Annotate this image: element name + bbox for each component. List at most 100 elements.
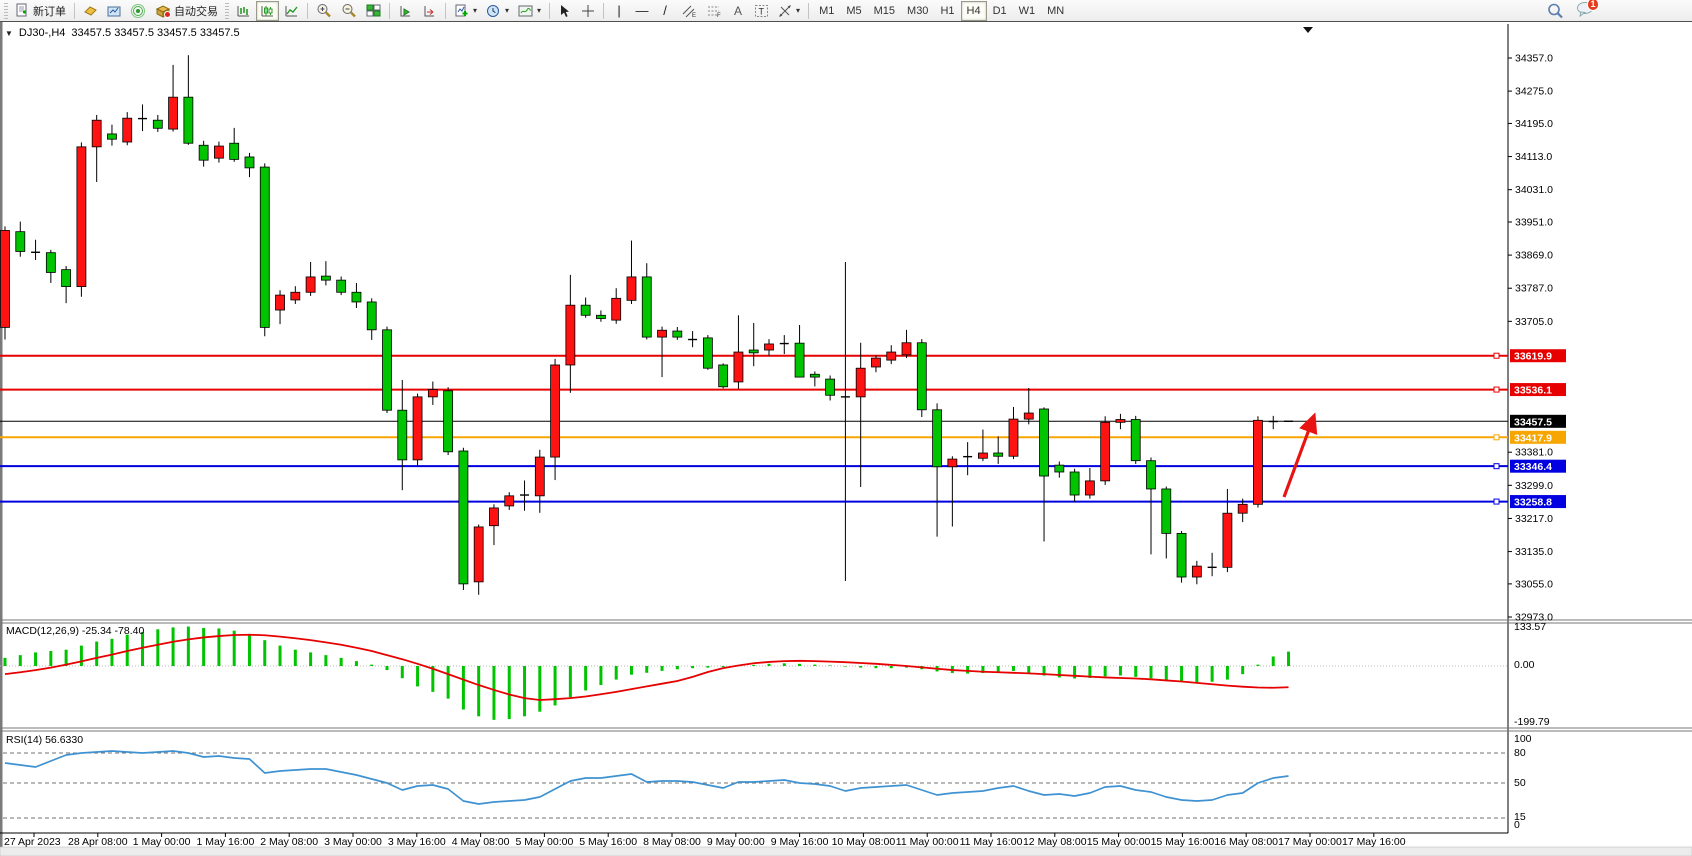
horizontal-line-tool-button[interactable]: —	[631, 1, 653, 21]
collapse-triangle-icon[interactable]: ▼	[5, 28, 13, 38]
candle	[458, 447, 469, 590]
candle	[1176, 530, 1187, 583]
candle	[31, 239, 41, 260]
timeframe-M15[interactable]: M15	[868, 1, 901, 21]
navigator-button[interactable]	[103, 1, 126, 21]
timeframe-W1[interactable]: W1	[1013, 1, 1042, 21]
timeframe-M30[interactable]: M30	[901, 1, 934, 21]
time-tick-label: 12 May 08:00	[1023, 836, 1087, 848]
candle	[91, 114, 102, 182]
vertical-line-tool-button[interactable]: |	[608, 1, 630, 21]
channel-tool-button[interactable]: E	[677, 1, 701, 21]
candle	[901, 329, 912, 359]
chart-canvas[interactable]: MACD(12,26,9) -25.34 -78.40 133.57 0.00 -19…	[0, 22, 1692, 856]
candle	[993, 436, 1004, 464]
line-handle[interactable]	[1493, 352, 1500, 359]
auto-scroll-button[interactable]	[394, 1, 417, 21]
zoom-out-button[interactable]	[337, 1, 361, 21]
candle	[520, 480, 530, 511]
rsi-axis-label: 100	[1514, 733, 1532, 745]
new-order-button[interactable]: 新订单	[11, 1, 70, 21]
chart-window-icon	[107, 4, 122, 18]
candlestick-chart-icon	[260, 4, 275, 18]
candlestick-chart-button[interactable]	[256, 0, 279, 21]
rsi-axis-label: 80	[1514, 747, 1526, 759]
bar-chart-button[interactable]	[232, 1, 255, 21]
candle	[305, 261, 316, 296]
auto-trading-icon	[155, 4, 171, 18]
price-tick-label: 32973.0	[1515, 612, 1553, 624]
text-tool-button[interactable]: A	[727, 1, 749, 21]
line-handle[interactable]	[1493, 386, 1500, 393]
toolbar-grip	[4, 2, 8, 19]
line-handle[interactable]	[1493, 463, 1500, 470]
candle	[0, 226, 10, 340]
candle	[351, 282, 362, 309]
annotations-layer[interactable]	[1282, 412, 1318, 498]
arrows-tool-button[interactable]: ▾	[774, 1, 804, 21]
vertical-line-icon: |	[617, 3, 621, 18]
price-badge-33457.5	[1510, 414, 1566, 428]
cursor-tool-button[interactable]	[554, 1, 576, 21]
candle	[580, 297, 591, 318]
candle	[963, 442, 973, 476]
bar-chart-icon	[236, 4, 251, 18]
time-tick-label: 17 May 16:00	[1342, 836, 1406, 848]
candle	[1069, 468, 1080, 502]
line-chart-button[interactable]	[280, 1, 303, 21]
time-axis: 27 Apr 2023 28 Apr 08:00 1 May 00:00 1 May …	[4, 833, 1406, 848]
macd-axis-label: -199.79	[1514, 716, 1550, 728]
chart-shift-button[interactable]	[418, 1, 441, 21]
auto-trading-button[interactable]: 自动交易	[151, 1, 222, 21]
rsi-line	[4, 750, 1289, 805]
gold-tag-icon	[83, 4, 98, 18]
notifications-button[interactable]: 1	[1576, 0, 1599, 20]
candle	[382, 326, 392, 414]
text-label-tool-button[interactable]: T	[750, 1, 773, 21]
candle	[1191, 560, 1202, 585]
price-tick-label: 33705.0	[1515, 316, 1553, 328]
price-tick-label: 33381.0	[1515, 447, 1553, 459]
tile-windows-button[interactable]	[362, 1, 385, 21]
candle	[198, 140, 209, 167]
zoom-in-button[interactable]	[312, 1, 336, 21]
trendline-tool-button[interactable]: /	[654, 1, 676, 21]
time-tick-label: 1 May 00:00	[133, 836, 191, 848]
candle	[61, 266, 72, 304]
candle	[764, 339, 774, 357]
price-tick-label: 34113.0	[1515, 151, 1552, 163]
horizontal-price-lines[interactable]	[0, 352, 1508, 505]
indicators-button[interactable]: ▾	[450, 1, 481, 21]
search-button[interactable]	[1543, 1, 1568, 21]
market-depth-button[interactable]	[127, 1, 150, 21]
market-watch-button[interactable]	[79, 1, 102, 21]
timeframe-M5[interactable]: M5	[840, 1, 867, 21]
price-tick-label: 33299.0	[1515, 480, 1553, 492]
price-tick-label: 34357.0	[1515, 53, 1553, 65]
crosshair-tool-button[interactable]	[577, 1, 599, 21]
timeframe-M1[interactable]: M1	[813, 1, 840, 21]
timeframe-H1[interactable]: H1	[934, 1, 960, 21]
trend-arrow-annotation[interactable]	[1282, 412, 1318, 498]
macd-axis-label: 133.57	[1514, 621, 1546, 633]
line-handle[interactable]	[1493, 434, 1500, 441]
candle	[626, 240, 637, 304]
candle	[427, 381, 438, 405]
price-badge-label: 33536.1	[1514, 385, 1552, 397]
rsi-pane: RSI(14) 56.6330 100 80 50 150	[3, 733, 1532, 831]
timeframe-MN[interactable]: MN	[1041, 1, 1070, 21]
price-tick-label: 33055.0	[1515, 578, 1553, 590]
fibonacci-tool-button[interactable]: F	[702, 1, 726, 21]
equidistant-channel-icon: E	[681, 4, 697, 18]
periods-button[interactable]: ▾	[482, 1, 513, 21]
svg-text:F: F	[717, 13, 721, 18]
line-handle[interactable]	[1493, 498, 1500, 505]
timeframe-H4[interactable]: H4	[960, 0, 987, 21]
templates-button[interactable]: ▾	[514, 1, 545, 21]
candle	[932, 403, 942, 537]
candle	[1100, 416, 1111, 485]
timeframe-D1[interactable]: D1	[987, 1, 1013, 21]
candle	[855, 342, 866, 487]
time-tick-label: 1 May 16:00	[197, 836, 255, 848]
